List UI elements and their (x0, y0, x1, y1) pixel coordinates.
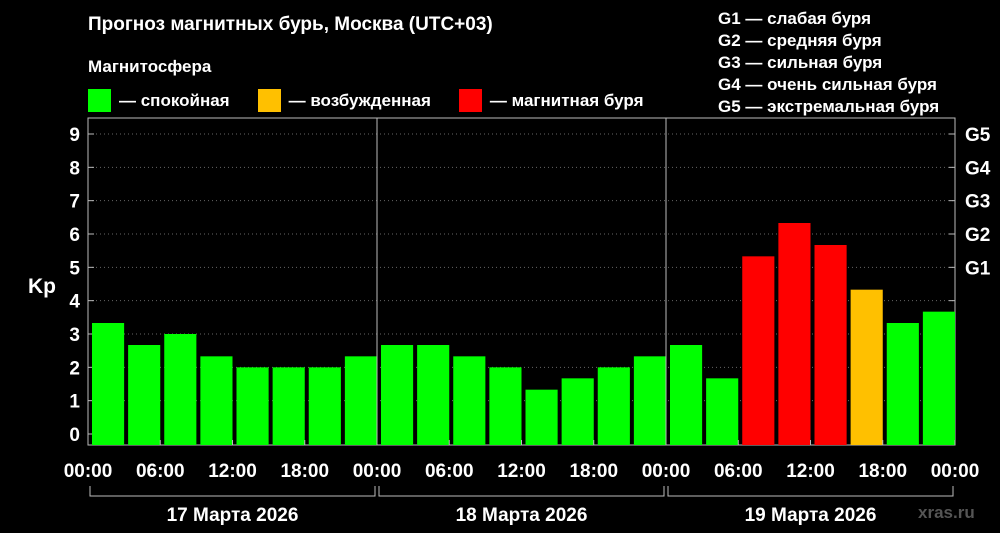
x-tick-label-1: 06:00 (136, 461, 185, 482)
bar-2 (164, 334, 197, 445)
x-tick-label-0: 00:00 (64, 461, 113, 482)
bar-23 (922, 311, 955, 445)
x-tick-label-2: 12:00 (208, 461, 257, 482)
g-scale-item-g4: G4 — очень сильная буря (718, 75, 937, 94)
legend-item-quiet: — спокойная (88, 89, 230, 112)
bar-4 (236, 367, 269, 445)
g-tick-label-g3: G3 (965, 192, 990, 213)
watermark: xras.ru (918, 503, 975, 522)
bar-15 (633, 356, 666, 445)
day-bracket-2 (667, 486, 954, 497)
bar-20 (814, 245, 847, 445)
g-tick-label-g1: G1 (965, 258, 991, 279)
bar-17 (706, 378, 739, 445)
g-tick-label-g5: G5 (965, 125, 991, 146)
bar-10 (453, 356, 486, 445)
g-scale-item-g1: G1 — слабая буря (718, 9, 872, 28)
y-tick-label-6: 6 (69, 225, 80, 246)
bar-0 (92, 323, 125, 445)
g-scale-item-g5: G5 — экстремальная буря (718, 97, 940, 116)
bar-3 (200, 356, 233, 445)
bar-8 (381, 345, 414, 445)
y-tick-label-7: 7 (69, 192, 80, 213)
x-tick-label-4: 00:00 (353, 461, 402, 482)
bar-14 (597, 367, 630, 445)
y-tick-label-3: 3 (69, 325, 80, 346)
y-tick-label-9: 9 (69, 125, 80, 146)
legend-swatch-storm (458, 89, 482, 112)
legend-swatch-active (257, 89, 281, 112)
y-tick-label-8: 8 (69, 158, 80, 179)
bar-7 (344, 356, 377, 445)
x-tick-label-5: 06:00 (425, 461, 474, 482)
legend-label-quiet: — спокойная (119, 90, 230, 110)
y-tick-label-0: 0 (69, 425, 80, 446)
bar-16 (670, 345, 703, 445)
x-tick-label-12: 00:00 (931, 461, 980, 482)
x-tick-label-10: 12:00 (786, 461, 835, 482)
bar-19 (778, 223, 811, 445)
bar-6 (308, 367, 341, 445)
g-scale-legend: G1 — слабая буря G2 — средняя буря G3 — … (718, 8, 939, 118)
bar-18 (742, 256, 775, 445)
legend-label-active: — возбужденная (288, 90, 431, 110)
legend-item-active: — возбужденная (257, 89, 431, 112)
y-axis-label: Kp (28, 275, 56, 298)
x-tick-label-9: 06:00 (714, 461, 763, 482)
x-tick-label-11: 18:00 (858, 461, 907, 482)
y-tick-label-2: 2 (69, 358, 80, 379)
g-tick-label-g4: G4 (965, 158, 991, 179)
legend-label-storm: — магнитная буря (489, 90, 644, 110)
bar-11 (489, 367, 522, 445)
bar-22 (886, 323, 919, 445)
legend-item-storm: — магнитная буря (458, 89, 644, 112)
g-scale-item-g3: G3 — сильная буря (718, 53, 883, 72)
legend-heading: Магнитосфера (88, 57, 212, 76)
bar-13 (561, 378, 594, 445)
day-label-1: 18 Марта 2026 (456, 505, 588, 526)
x-tick-label-3: 18:00 (280, 461, 329, 482)
day-bracket-1 (378, 486, 665, 497)
bar-1 (128, 345, 161, 445)
g-scale-item-g2: G2 — средняя буря (718, 31, 882, 50)
bar-21 (850, 289, 883, 445)
day-bracket-0 (89, 486, 376, 497)
bar-5 (272, 367, 305, 445)
legend: — спокойная — возбужденная — магнитная б… (88, 89, 672, 112)
legend-swatch-quiet (88, 89, 111, 112)
bar-9 (417, 345, 450, 445)
x-tick-label-8: 00:00 (642, 461, 691, 482)
y-tick-label-5: 5 (69, 258, 80, 279)
day-label-0: 17 Марта 2026 (167, 505, 299, 526)
day-label-2: 19 Марта 2026 (745, 505, 877, 526)
y-tick-label-1: 1 (69, 392, 80, 413)
y-tick-label-4: 4 (69, 292, 80, 313)
x-tick-label-6: 12:00 (497, 461, 546, 482)
chart-title: Прогноз магнитных бурь, Москва (UTC+03) (88, 14, 493, 35)
bar-12 (525, 389, 558, 445)
g-tick-label-g2: G2 (965, 225, 990, 246)
x-tick-label-7: 18:00 (569, 461, 618, 482)
